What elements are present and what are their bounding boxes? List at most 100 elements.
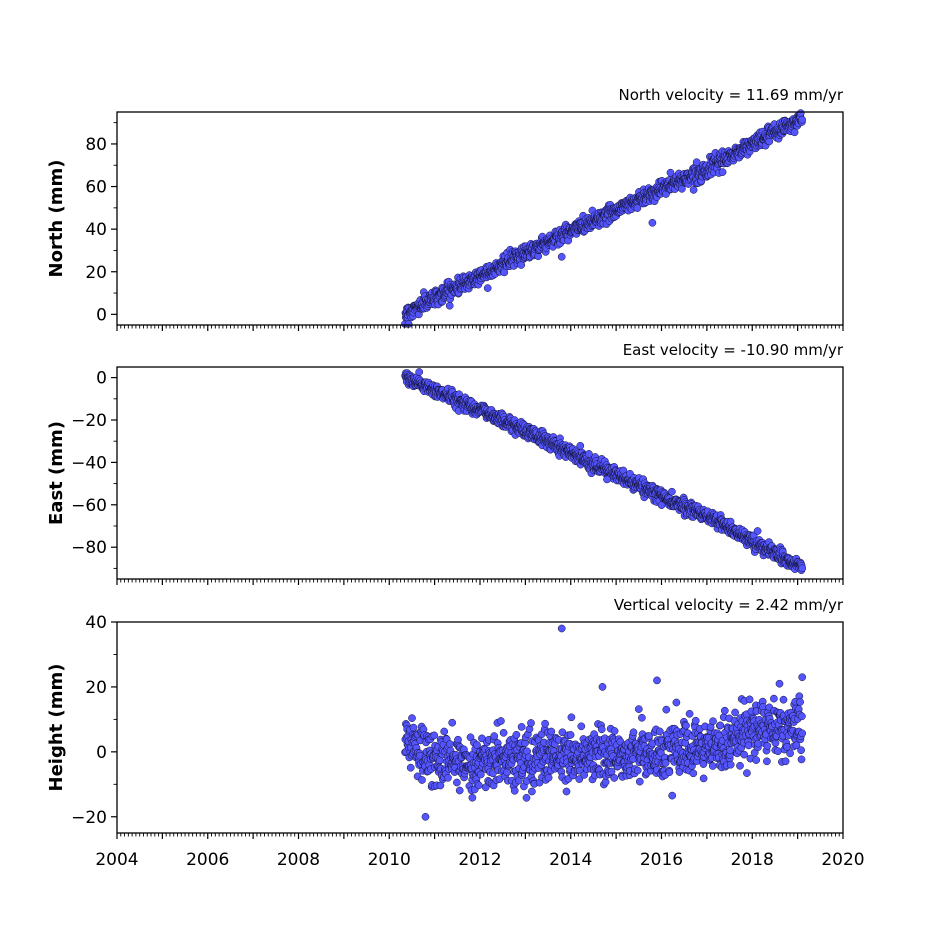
data-point [597, 725, 606, 734]
east-panel: East velocity = -10.90 mm/yr East (mm) 0 −2… [46, 341, 844, 585]
data-point [557, 624, 566, 633]
height-velocity-title: Vertical velocity = 2.42 mm/yr [614, 596, 844, 614]
data-point [541, 719, 549, 728]
data-point [691, 716, 700, 725]
data-point [668, 487, 676, 496]
data-point [743, 769, 751, 777]
data-point [798, 564, 807, 573]
data-point [566, 731, 575, 739]
data-point [512, 730, 521, 739]
data-point [792, 741, 801, 750]
data-point [483, 284, 492, 292]
data-point [476, 770, 485, 779]
data-point [453, 778, 461, 787]
y-tick-label: 20 [85, 263, 107, 283]
data-point [763, 757, 771, 766]
data-point [752, 756, 761, 764]
data-point [444, 773, 452, 782]
data-point [415, 368, 424, 376]
data-point [468, 793, 477, 802]
data-point [629, 728, 638, 737]
data-point [726, 760, 735, 769]
y-tick-label: −40 [71, 453, 107, 473]
y-tick-label: −20 [71, 808, 107, 828]
data-point [655, 727, 664, 736]
data-point [797, 755, 806, 764]
data-point [490, 732, 499, 740]
data-point [528, 787, 536, 796]
data-point [774, 747, 782, 756]
data-point [648, 218, 657, 227]
data-point [665, 768, 674, 777]
data-point [585, 450, 593, 458]
data-point [796, 698, 804, 706]
data-point [708, 762, 717, 770]
data-point [445, 301, 454, 310]
y-tick-label: −20 [71, 411, 107, 431]
data-point [638, 713, 646, 722]
data-point [409, 723, 418, 732]
data-point [634, 705, 643, 713]
y-tick-label: 0 [96, 369, 107, 389]
data-point [720, 706, 729, 715]
data-point [716, 721, 725, 730]
data-point [790, 128, 799, 137]
data-point [689, 186, 698, 194]
data-point [517, 723, 526, 731]
north-axis-label: North (mm) [46, 160, 67, 278]
data-point [797, 746, 805, 755]
data-point [645, 732, 653, 740]
data-point [699, 760, 708, 768]
data-point [557, 252, 566, 261]
data-point [796, 109, 805, 117]
data-point [635, 777, 644, 786]
x-tick-label: 2020 [821, 850, 864, 870]
data-point [685, 709, 694, 718]
data-point [576, 441, 585, 450]
data-point [603, 475, 611, 484]
data-point [440, 727, 449, 736]
data-point [418, 776, 426, 784]
x-tick-label: 2012 [458, 850, 501, 870]
data-point [781, 757, 790, 766]
data-point [682, 721, 690, 730]
data-point [575, 775, 584, 783]
y-tick-label: −80 [71, 538, 107, 558]
data-point [709, 717, 717, 726]
data-point [527, 719, 535, 727]
x-tick-label: 2006 [186, 850, 229, 870]
data-point [406, 763, 415, 772]
data-point [455, 786, 464, 795]
north-velocity-title: North velocity = 11.69 mm/yr [619, 86, 844, 104]
data-point [689, 769, 698, 778]
data-point [770, 694, 778, 703]
data-point [474, 781, 483, 790]
data-point [633, 204, 642, 212]
y-tick-label: 40 [85, 613, 107, 633]
data-point [408, 714, 416, 722]
data-point [610, 774, 619, 782]
east-plot-frame [116, 366, 844, 580]
data-point [510, 786, 519, 795]
data-point [736, 761, 744, 770]
data-point [779, 695, 788, 704]
data-point [798, 115, 806, 124]
data-point [753, 527, 762, 535]
y-tick-label: 80 [85, 135, 107, 155]
data-point [633, 766, 642, 775]
east-velocity-title: East velocity = -10.90 mm/yr [623, 341, 844, 359]
data-point [522, 793, 531, 802]
data-point [607, 767, 616, 776]
x-tick-label: 2010 [368, 850, 411, 870]
north-panel: North velocity = 11.69 mm/yr North (mm) 0 2… [46, 86, 844, 331]
data-point [775, 679, 784, 688]
height-axis-label: Height (mm) [46, 664, 67, 792]
data-point [448, 718, 457, 727]
north-data-points [401, 109, 806, 328]
y-tick-label: 40 [85, 220, 107, 240]
data-point [692, 158, 701, 167]
data-point [668, 791, 677, 800]
data-point [421, 812, 430, 821]
y-tick-label: 60 [85, 178, 107, 198]
data-point [744, 741, 753, 750]
